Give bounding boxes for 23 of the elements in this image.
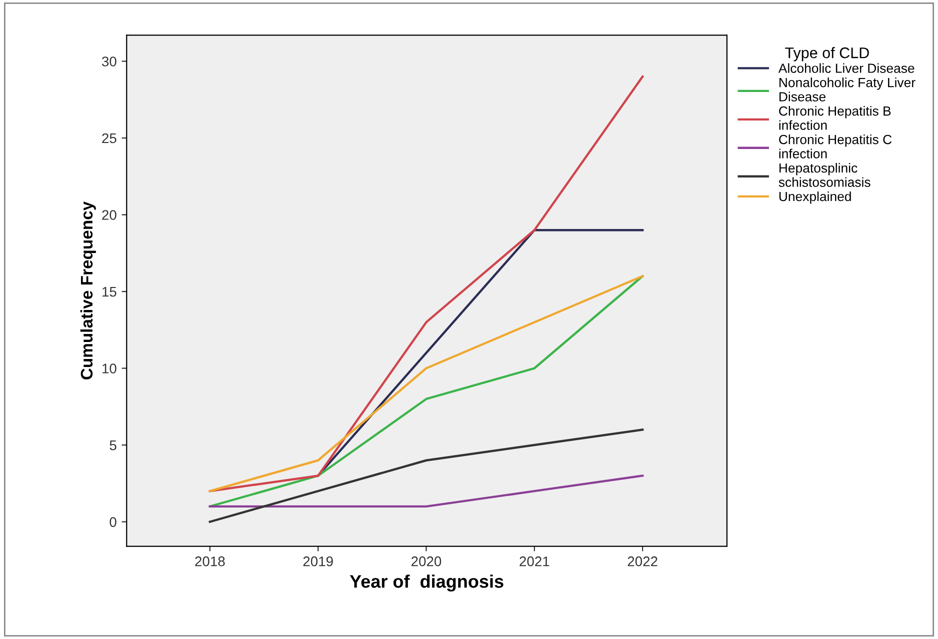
- legend-label: Nonalcoholic Faty Liver Disease: [779, 78, 916, 102]
- x-tick-label: 2020: [412, 556, 442, 566]
- legend-title: Type of CLD: [785, 47, 869, 62]
- legend-label: Chronic Hepatitis B infection: [779, 106, 891, 130]
- legend-label: Unexplained: [779, 191, 851, 204]
- legend-label: Alcoholic Liver Disease: [778, 63, 914, 73]
- y-tick-label: 15: [102, 286, 116, 297]
- y-tick-label: 10: [102, 364, 116, 374]
- x-tick-label: 2018: [195, 556, 225, 566]
- y-tick-label: 0: [110, 517, 116, 527]
- y-tick-label: 30: [102, 56, 116, 66]
- x-tick-label: 2021: [520, 556, 550, 566]
- y-tick-label: 5: [110, 440, 116, 450]
- x-tick-label: 2022: [628, 556, 658, 566]
- line-series: [208, 75, 644, 492]
- legend-label: Hepatosplinic schistosomiasis: [778, 162, 870, 187]
- line-series: [208, 428, 644, 523]
- legend-label: Chronic Hepatitis C infection: [779, 134, 892, 158]
- x-tick-label: 2019: [303, 556, 333, 566]
- x-axis-title: Year of diagnosis: [350, 574, 504, 592]
- y-axis-title: Cumulative Frequency: [80, 201, 96, 380]
- y-tick-label: 25: [102, 133, 116, 144]
- y-tick-label: 20: [102, 210, 116, 220]
